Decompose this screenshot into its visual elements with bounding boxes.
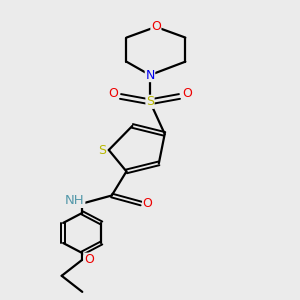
Text: NH: NH [65, 194, 85, 207]
Text: S: S [146, 95, 154, 108]
Text: O: O [84, 253, 94, 266]
Text: S: S [98, 143, 106, 157]
Text: O: O [143, 197, 153, 210]
Text: O: O [182, 87, 192, 100]
Text: N: N [145, 69, 155, 82]
Text: O: O [151, 20, 161, 33]
Text: O: O [108, 87, 118, 100]
